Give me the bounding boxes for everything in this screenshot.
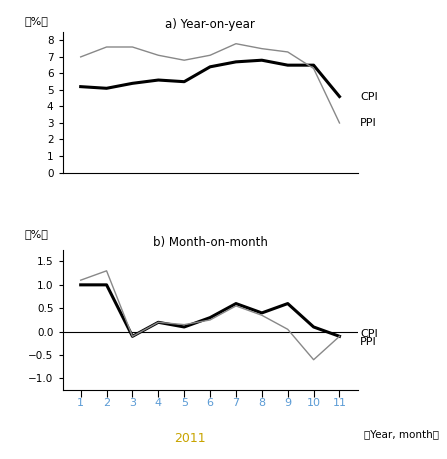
Title: a) Year-on-year: a) Year-on-year <box>165 18 255 31</box>
Text: CPI: CPI <box>360 91 378 101</box>
Text: PPI: PPI <box>360 337 377 347</box>
Text: （%）: （%） <box>24 17 48 27</box>
Text: （Year, month）: （Year, month） <box>363 430 439 439</box>
Text: PPI: PPI <box>360 118 377 128</box>
Text: 2011: 2011 <box>173 432 205 445</box>
Text: （%）: （%） <box>24 229 48 239</box>
Text: CPI: CPI <box>360 329 378 339</box>
Title: b) Month-on-month: b) Month-on-month <box>153 235 267 249</box>
